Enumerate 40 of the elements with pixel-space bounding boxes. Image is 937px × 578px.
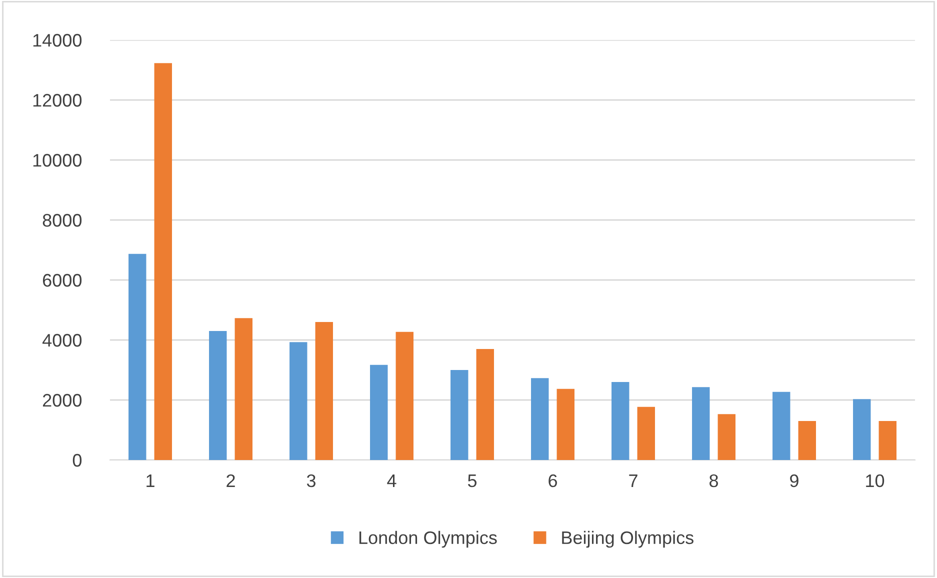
bar [450, 370, 468, 460]
bar [853, 399, 871, 460]
x-tick-label: 1 [146, 474, 154, 487]
y-tick-label: 0 [72, 454, 82, 467]
bar [612, 382, 630, 460]
bar [234, 318, 252, 460]
bar [772, 392, 790, 460]
legend-label: London Olympics [359, 530, 497, 548]
y-tick-label: 14000 [33, 34, 82, 47]
bar [290, 342, 308, 460]
bar [718, 414, 736, 460]
bar [692, 387, 710, 460]
x-tick-label: 4 [387, 474, 396, 487]
x-tick-label: 2 [226, 474, 235, 487]
y-tick-label: 4000 [42, 334, 82, 347]
bar [209, 331, 227, 460]
bar [531, 378, 549, 460]
y-tick-label: 10000 [33, 154, 82, 167]
bar [798, 421, 816, 460]
x-tick-label: 7 [629, 474, 638, 487]
x-tick-label: 5 [468, 474, 477, 488]
x-tick-label: 9 [790, 474, 798, 488]
x-tick-label: 10 [866, 474, 884, 488]
bar [556, 388, 574, 460]
y-tick-label: 6000 [42, 274, 82, 287]
x-tick-label: 8 [710, 474, 718, 488]
bar [128, 254, 146, 460]
y-tick-label: 12000 [33, 94, 82, 107]
bar [476, 349, 494, 460]
bar [315, 322, 333, 460]
bar [637, 406, 655, 460]
y-tick-label: 8000 [42, 214, 82, 227]
x-tick-label: 6 [548, 474, 557, 488]
bar [154, 63, 172, 460]
legend-label: Beijing Olympics [562, 530, 694, 548]
bar [396, 332, 414, 460]
x-tick-label: 3 [306, 474, 316, 488]
bar [878, 421, 896, 460]
y-tick-label: 2000 [42, 394, 82, 407]
bar [370, 364, 388, 460]
